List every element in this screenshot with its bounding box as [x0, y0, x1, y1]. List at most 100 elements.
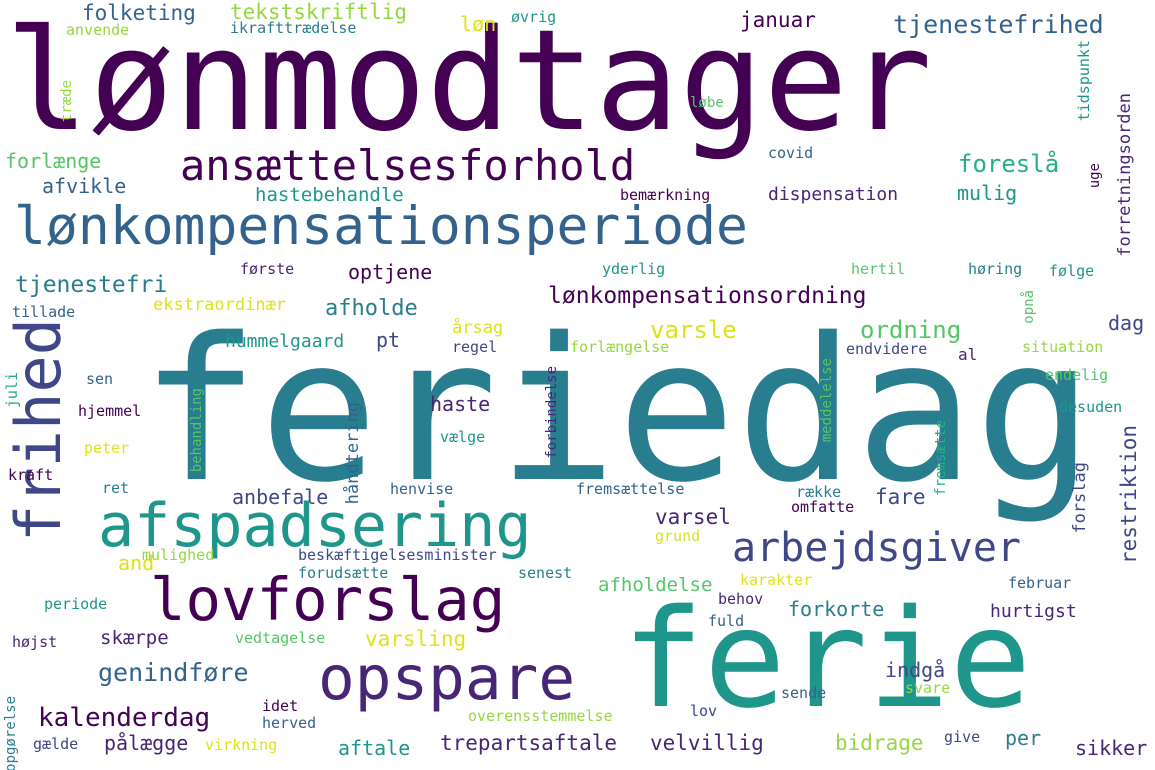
word-trepartsaftale: trepartsaftale	[440, 731, 618, 755]
word-overensstemmelse: overensstemmelse	[468, 707, 613, 725]
word-lovforslag: lovforslag	[150, 565, 506, 634]
word-forudsaette: forudsætte	[298, 564, 389, 582]
word-svare: svare	[905, 679, 951, 697]
word-inda: indgå	[885, 658, 946, 682]
word-lobe: løbe	[690, 95, 724, 111]
word-juli: juli	[3, 372, 21, 409]
word-mulighed: mulighed	[142, 546, 215, 564]
word-lonkompensationsordning: lønkompensationsordning	[548, 283, 867, 309]
word-ret: ret	[102, 479, 130, 497]
word-idet: idet	[262, 697, 299, 715]
word-anvende: anvende	[66, 21, 130, 39]
word-foresla: foreslå	[958, 150, 1060, 178]
word-folketing: folketing	[82, 1, 196, 25]
word-forretningsorden: forretningsorden	[1115, 93, 1135, 257]
word-forbindelse: forbindelse	[544, 366, 560, 459]
word-afholde: afholde	[325, 296, 418, 321]
word-lonmodtager: lønmodtager	[5, 0, 933, 163]
word-vedtagelse: vedtagelse	[235, 629, 326, 647]
word-forlaenge: forlænge	[5, 149, 102, 173]
word-skaerpe: skærpe	[100, 627, 169, 649]
word-pt: pt	[376, 328, 401, 352]
word-kraft: kraft	[8, 466, 54, 484]
word-fremsaette: fremsætte	[933, 420, 949, 496]
word-lov: lov	[690, 702, 718, 720]
word-traede: træde	[59, 80, 75, 123]
word-dag: dag	[1108, 311, 1145, 335]
word-omfatte: omfatte	[791, 498, 855, 516]
word-yderlig: yderlig	[602, 260, 666, 278]
word-herved: herved	[262, 714, 317, 732]
word-opspare: opspare	[318, 643, 576, 714]
word-optjene: optjene	[348, 260, 433, 284]
word-varsle: varsle	[650, 316, 737, 344]
word-karakter: karakter	[740, 571, 813, 589]
word-opgorelse: opgørelse	[3, 696, 19, 770]
word-mulig: mulig	[957, 181, 1018, 205]
word-palaegge: pålægge	[104, 731, 189, 755]
word-afvikle: afvikle	[42, 174, 127, 198]
word-desuden: desuden	[1059, 398, 1123, 416]
word-varsel: varsel	[655, 505, 731, 529]
word-regel: regel	[452, 338, 498, 356]
word-forste: første	[240, 260, 295, 278]
word-periode: periode	[44, 595, 108, 613]
word-varsling: varsling	[365, 627, 467, 651]
word-lonkompensationsperiode: lønkompensationsperiode	[14, 196, 748, 257]
word-fuld: fuld	[708, 612, 745, 630]
word-hummelgaard: hummelgaard	[225, 331, 345, 352]
word-bidrage: bidrage	[835, 731, 924, 755]
word-al: al	[958, 345, 978, 364]
word-genindfore: genindføre	[98, 658, 249, 687]
word-anbefale: anbefale	[232, 485, 329, 509]
word-situation: situation	[1022, 338, 1104, 356]
word-opna: opnå	[1021, 290, 1037, 324]
word-vaelge: vælge	[440, 428, 486, 446]
word-peter: peter	[84, 439, 130, 457]
word-forkorte: forkorte	[788, 597, 885, 621]
word-tekstskriftlig: tekstskriftlig	[230, 0, 408, 24]
word-handtering: håndtering	[343, 402, 363, 505]
word-feriedag: feriedag	[140, 295, 1094, 526]
word-ovrig: øvrig	[511, 8, 557, 26]
word-dispensation: dispensation	[768, 184, 899, 205]
word-senest: senest	[518, 564, 573, 582]
word-and: and	[118, 551, 155, 575]
word-hurtigst: hurtigst	[990, 601, 1077, 622]
word-februar: februar	[1008, 574, 1072, 592]
word-velvillig: velvillig	[650, 731, 764, 755]
word-forslag: forslag	[1070, 462, 1090, 534]
word-meddelelse: meddelelse	[819, 358, 835, 443]
word-henvise: henvise	[390, 480, 454, 498]
word-ikrafttraedelse: ikrafttrædelse	[230, 19, 357, 37]
word-uge: uge	[1087, 163, 1103, 189]
word-ordning: ordning	[860, 316, 962, 344]
word-grund: grund	[655, 527, 701, 545]
word-arsag: årsag	[452, 318, 504, 338]
word-endelig: endelig	[1045, 366, 1109, 384]
word-give: give	[944, 728, 981, 746]
word-behandling: behandling	[189, 388, 205, 473]
word-covid: covid	[768, 144, 814, 162]
word-sende: sende	[781, 684, 827, 702]
word-horing: høring	[968, 260, 1023, 278]
word-fremsaettelse: fremsættelse	[576, 480, 685, 498]
word-sen: sen	[86, 370, 114, 388]
word-januar: januar	[740, 8, 816, 32]
word-hjemmel: hjemmel	[78, 402, 142, 420]
word-haste: haste	[430, 392, 491, 416]
word-hojst: højst	[12, 633, 58, 651]
word-virkning: virkning	[205, 736, 278, 754]
word-tidspunkt: tidspunkt	[1075, 40, 1093, 122]
word-folge: følge	[1049, 262, 1095, 280]
word-kalenderdag: kalenderdag	[38, 703, 211, 733]
word-forlaengelse: forlængelse	[570, 338, 670, 356]
word-tillade: tillade	[12, 303, 76, 321]
word-tjenestefrihed: tjenestefrihed	[893, 10, 1104, 39]
word-afspadsering: afspadsering	[98, 491, 532, 561]
word-fare: fare	[875, 485, 926, 509]
word-raekke: række	[796, 483, 842, 501]
word-hastebehandle: hastebehandle	[255, 184, 404, 206]
word-arbejdsgiver: arbejdsgiver	[732, 525, 1021, 571]
